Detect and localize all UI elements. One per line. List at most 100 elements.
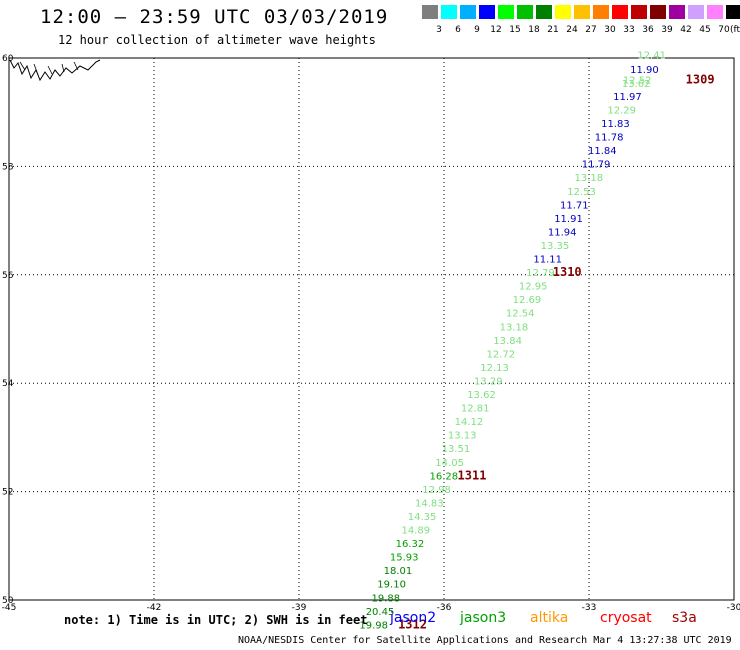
- wave-height-label: 13.18: [575, 173, 604, 184]
- wave-height-label: 14.12: [455, 417, 484, 428]
- scale-swatch: [612, 5, 628, 19]
- lat-lon-grid: [8, 57, 735, 601]
- wave-height-label: 15.93: [390, 553, 419, 564]
- wave-height-label: 12.52: [623, 76, 652, 87]
- scale-swatch: [631, 5, 647, 19]
- wave-height-label: 12.72: [487, 349, 516, 360]
- scale-swatch: [422, 5, 438, 19]
- lon-tick-label: -45: [2, 603, 17, 613]
- wave-height-label: 13.18: [500, 322, 529, 333]
- wave-height-label: 14.83: [415, 498, 444, 509]
- scale-label: 15: [509, 25, 521, 35]
- lon-tick-label: -30: [727, 603, 740, 613]
- pass-number-labels: 1309 1310 1311 1312: [398, 73, 714, 632]
- wave-height-label: 12.69: [513, 295, 542, 306]
- wave-height-label: 12.81: [461, 404, 490, 415]
- scale-label: 12: [490, 25, 502, 35]
- legend-item-jason2: jason2: [390, 610, 437, 626]
- map-frame: [8, 57, 735, 601]
- wave-height-label: 11.79: [582, 160, 611, 171]
- scale-swatch: [441, 5, 457, 19]
- wave-height-label: 11.84: [588, 146, 617, 157]
- wave-height-label: 19.98: [359, 620, 388, 631]
- lat-tick-label: 58: [2, 162, 14, 172]
- wave-height-label: 13.13: [448, 431, 477, 442]
- scale-label: 70: [718, 25, 730, 35]
- pass-number-label: 1309: [686, 73, 715, 87]
- wave-height-label: 12.54: [506, 309, 535, 320]
- wave-height-label: 12.79: [526, 268, 555, 279]
- wave-height-label: 14.05: [435, 458, 464, 469]
- scale-label: 39: [661, 25, 673, 35]
- wave-height-label: 13.62: [622, 79, 651, 90]
- wave-height-values: 12.4111.9012.5213.6211.9712.2911.8311.78…: [359, 51, 666, 632]
- wave-height-label: 12.41: [637, 51, 666, 62]
- scale-label: 42: [680, 25, 692, 35]
- wave-height-label: 13.35: [541, 241, 570, 252]
- scale-swatch: [726, 5, 740, 19]
- scale-swatch: [498, 5, 514, 19]
- scale-label: 6: [455, 25, 461, 35]
- legend-item-altika: altika: [530, 610, 569, 626]
- wave-height-label: 11.71: [560, 200, 589, 211]
- pass-number-label: 1310: [553, 265, 582, 279]
- wave-height-label: 11.83: [601, 119, 630, 130]
- scale-swatch: [688, 5, 704, 19]
- scale-swatch: [707, 5, 723, 19]
- lon-tick-label: -33: [582, 603, 597, 613]
- wave-height-label: 13.62: [467, 390, 496, 401]
- wave-height-label: 12.13: [480, 363, 509, 374]
- lat-tick-label: 52: [2, 488, 13, 498]
- scale-unit: (ft): [730, 25, 740, 35]
- credit-line: NOAA/NESDIS Center for Satellite Applica…: [238, 635, 732, 646]
- wave-height-label: 11.90: [630, 65, 659, 76]
- pass-number-label: 1312: [398, 617, 427, 631]
- scale-label: 27: [585, 25, 597, 35]
- scale-swatch: [460, 5, 476, 19]
- axis-tick-labels: -45 -42 -39 -36 -33 -30 50 52 54 56 58 60: [2, 54, 740, 613]
- scale-swatch: [650, 5, 666, 19]
- scale-label: 21: [547, 25, 559, 35]
- legend-item-cryosat: cryosat: [600, 610, 652, 626]
- wave-height-label: 11.78: [595, 133, 624, 144]
- greenland-coastline: [9, 59, 101, 82]
- scale-swatch: [479, 5, 495, 19]
- lon-tick-label: -42: [147, 603, 162, 613]
- scale-label: 24: [566, 25, 578, 35]
- wave-height-label: 19.88: [372, 593, 401, 604]
- scale-label: 30: [604, 25, 616, 35]
- wave-height-label: 16.32: [396, 539, 425, 550]
- legend-item-s3a: s3a: [672, 610, 697, 626]
- wave-height-label: 12.53: [567, 187, 596, 198]
- pass-number-label: 1311: [458, 468, 487, 482]
- lat-tick-label: 54: [2, 379, 14, 389]
- wave-height-label: 20.45: [366, 607, 395, 618]
- map-title: 12:00 – 23:59 UTC 03/03/2019: [40, 6, 389, 28]
- map-subtitle: 12 hour collection of altimeter wave hei…: [58, 33, 376, 47]
- wave-height-label: 14.35: [408, 512, 437, 523]
- wave-height-label: 12.95: [519, 282, 548, 293]
- scale-swatch: [593, 5, 609, 19]
- lon-tick-label: -39: [292, 603, 307, 613]
- wave-height-label: 12.98: [422, 485, 451, 496]
- scale-label: 3: [436, 25, 442, 35]
- lat-tick-label: 60: [2, 54, 14, 64]
- scale-swatch: [555, 5, 571, 19]
- scale-label: 36: [642, 25, 654, 35]
- wave-height-label: 13.84: [493, 336, 522, 347]
- lat-tick-label: 56: [2, 271, 14, 281]
- wave-height-label: 14.89: [401, 526, 430, 537]
- wave-height-label: 16.28: [430, 471, 459, 482]
- wave-height-label: 11.11: [533, 255, 562, 266]
- lon-tick-label: -36: [437, 603, 452, 613]
- scale-swatch: [669, 5, 685, 19]
- scale-swatch: [536, 5, 552, 19]
- note-text: note: 1) Time is in UTC; 2) SWH is in fe…: [64, 613, 368, 627]
- wave-height-label: 19.10: [377, 580, 406, 591]
- wave-height-label: 12.29: [607, 105, 636, 116]
- wave-height-label: 18.01: [384, 566, 413, 577]
- scale-label: 45: [699, 25, 711, 35]
- scale-swatch: [517, 5, 533, 19]
- wave-height-label: 11.97: [613, 92, 642, 103]
